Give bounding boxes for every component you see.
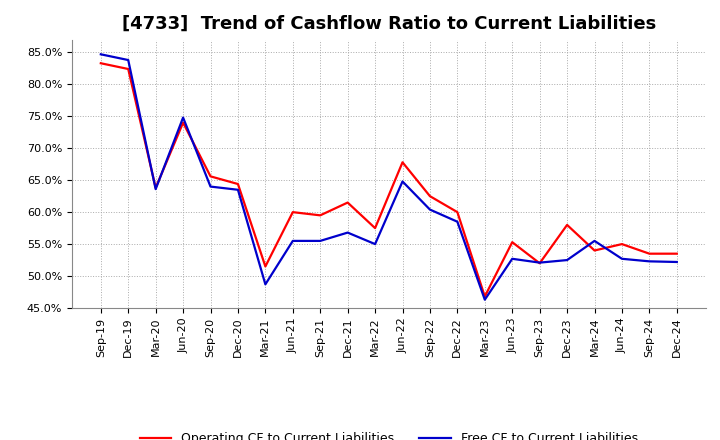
- Line: Operating CF to Current Liabilities: Operating CF to Current Liabilities: [101, 63, 677, 297]
- Operating CF to Current Liabilities: [261, 264, 270, 269]
- Operating CF to Current Liabilities: [289, 209, 297, 215]
- Operating CF to Current Liabilities: [645, 251, 654, 257]
- Operating CF to Current Liabilities: [672, 251, 681, 257]
- Operating CF to Current Liabilities: [206, 174, 215, 179]
- Operating CF to Current Liabilities: [480, 294, 489, 299]
- Operating CF to Current Liabilities: [618, 242, 626, 247]
- Operating CF to Current Liabilities: [343, 200, 352, 205]
- Free CF to Current Liabilities: [343, 230, 352, 235]
- Operating CF to Current Liabilities: [453, 209, 462, 215]
- Free CF to Current Liabilities: [618, 256, 626, 261]
- Free CF to Current Liabilities: [96, 51, 105, 57]
- Free CF to Current Liabilities: [453, 219, 462, 224]
- Free CF to Current Liabilities: [289, 238, 297, 243]
- Operating CF to Current Liabilities: [124, 66, 132, 72]
- Free CF to Current Liabilities: [151, 187, 160, 192]
- Operating CF to Current Liabilities: [508, 239, 516, 245]
- Operating CF to Current Liabilities: [398, 160, 407, 165]
- Operating CF to Current Liabilities: [151, 185, 160, 191]
- Operating CF to Current Liabilities: [536, 260, 544, 266]
- Free CF to Current Liabilities: [672, 259, 681, 264]
- Free CF to Current Liabilities: [179, 115, 187, 120]
- Free CF to Current Liabilities: [563, 257, 572, 263]
- Free CF to Current Liabilities: [206, 184, 215, 189]
- Free CF to Current Liabilities: [645, 259, 654, 264]
- Title: [4733]  Trend of Cashflow Ratio to Current Liabilities: [4733] Trend of Cashflow Ratio to Curren…: [122, 15, 656, 33]
- Operating CF to Current Liabilities: [96, 61, 105, 66]
- Operating CF to Current Liabilities: [563, 222, 572, 227]
- Operating CF to Current Liabilities: [590, 248, 599, 253]
- Free CF to Current Liabilities: [371, 242, 379, 247]
- Operating CF to Current Liabilities: [179, 120, 187, 125]
- Operating CF to Current Liabilities: [426, 194, 434, 199]
- Operating CF to Current Liabilities: [316, 213, 325, 218]
- Legend: Operating CF to Current Liabilities, Free CF to Current Liabilities: Operating CF to Current Liabilities, Fre…: [135, 427, 643, 440]
- Free CF to Current Liabilities: [508, 256, 516, 261]
- Line: Free CF to Current Liabilities: Free CF to Current Liabilities: [101, 54, 677, 300]
- Free CF to Current Liabilities: [261, 282, 270, 287]
- Free CF to Current Liabilities: [124, 57, 132, 62]
- Free CF to Current Liabilities: [480, 297, 489, 302]
- Free CF to Current Liabilities: [426, 207, 434, 212]
- Operating CF to Current Liabilities: [233, 181, 242, 187]
- Free CF to Current Liabilities: [316, 238, 325, 243]
- Free CF to Current Liabilities: [398, 179, 407, 184]
- Free CF to Current Liabilities: [536, 260, 544, 265]
- Free CF to Current Liabilities: [233, 187, 242, 192]
- Operating CF to Current Liabilities: [371, 225, 379, 231]
- Free CF to Current Liabilities: [590, 238, 599, 243]
